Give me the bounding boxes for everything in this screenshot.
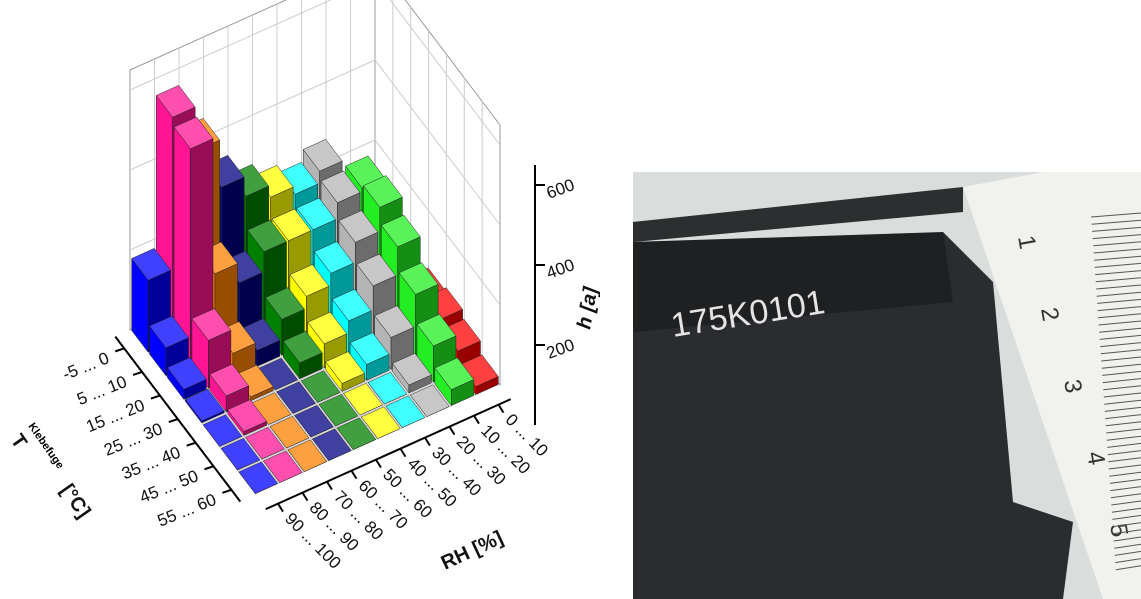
tick-mark bbox=[376, 460, 381, 468]
tick-mark bbox=[205, 466, 214, 469]
tick-mark bbox=[400, 449, 405, 457]
tick-mark bbox=[351, 471, 356, 479]
figure: -5 ... 05 ... 1015 ... 2025 ... 3035 ...… bbox=[0, 0, 1141, 599]
y-axis-title-sub: Klebefuge bbox=[26, 421, 66, 471]
y-axis-title: T bbox=[6, 430, 31, 453]
z-tick-label: 200 bbox=[544, 335, 577, 363]
tick-mark bbox=[449, 427, 454, 435]
tick-mark bbox=[327, 482, 332, 490]
photo: 175K0101 12345 bbox=[633, 172, 1141, 599]
tick-mark bbox=[498, 405, 503, 413]
z-tick-label: 400 bbox=[544, 255, 577, 283]
tick-mark bbox=[115, 348, 124, 351]
tick-mark bbox=[278, 504, 283, 512]
z-tick-label: 600 bbox=[544, 175, 577, 203]
tick-mark bbox=[133, 372, 142, 375]
tick-mark bbox=[222, 490, 231, 493]
x-axis-title: RH [%] bbox=[438, 527, 507, 575]
tick-mark bbox=[151, 396, 160, 399]
z-axis-title: h [a] bbox=[573, 284, 600, 331]
tick-mark bbox=[425, 438, 430, 446]
tick-mark bbox=[474, 416, 479, 424]
tick-mark bbox=[187, 443, 196, 446]
y-axis-title-unit: [°C] bbox=[56, 480, 95, 522]
tick-mark bbox=[302, 493, 307, 501]
tick-mark bbox=[169, 419, 178, 422]
